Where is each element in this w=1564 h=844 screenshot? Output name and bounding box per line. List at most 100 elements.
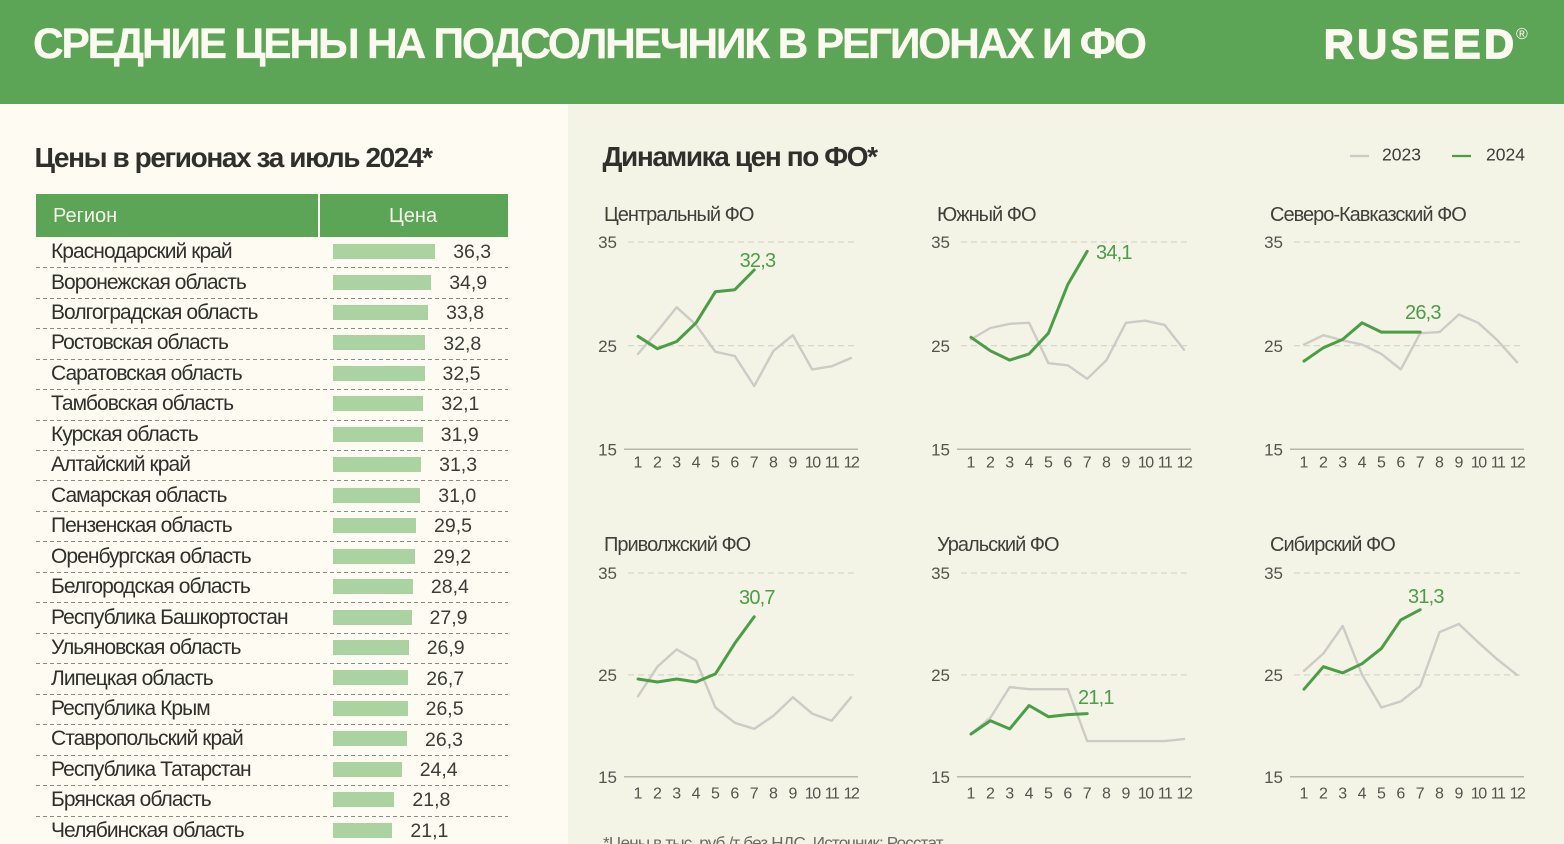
svg-text:12: 12 — [844, 455, 860, 472]
svg-text:15: 15 — [931, 440, 950, 459]
svg-text:6: 6 — [1063, 786, 1072, 803]
svg-text:34,1: 34,1 — [1096, 242, 1132, 264]
svg-text:1: 1 — [967, 455, 976, 472]
svg-text:35: 35 — [598, 233, 617, 252]
svg-text:Южный ФО: Южный ФО — [937, 204, 1036, 226]
svg-text:9: 9 — [1121, 455, 1130, 472]
svg-text:5: 5 — [1377, 455, 1386, 472]
svg-text:7: 7 — [1083, 455, 1092, 472]
svg-text:4: 4 — [1025, 455, 1034, 472]
svg-text:6: 6 — [730, 455, 739, 472]
svg-text:21,1: 21,1 — [1078, 687, 1114, 709]
svg-text:26,3: 26,3 — [1405, 302, 1441, 324]
svg-text:25: 25 — [1264, 337, 1283, 356]
svg-text:3: 3 — [672, 786, 681, 803]
svg-text:10: 10 — [1138, 455, 1154, 472]
svg-text:4: 4 — [1358, 786, 1367, 803]
svg-text:1: 1 — [967, 786, 976, 803]
svg-text:6: 6 — [730, 786, 739, 803]
svg-text:25: 25 — [598, 337, 617, 356]
svg-text:4: 4 — [1358, 455, 1367, 472]
svg-text:1: 1 — [634, 786, 643, 803]
svg-text:2: 2 — [1319, 786, 1328, 803]
svg-text:11: 11 — [1158, 786, 1173, 803]
svg-text:3: 3 — [1338, 786, 1347, 803]
svg-text:3: 3 — [672, 455, 681, 472]
svg-text:4: 4 — [692, 786, 701, 803]
svg-text:5: 5 — [711, 786, 720, 803]
svg-text:7: 7 — [1083, 786, 1092, 803]
svg-text:7: 7 — [1416, 786, 1425, 803]
svg-text:3: 3 — [1005, 786, 1014, 803]
svg-text:2: 2 — [653, 786, 662, 803]
svg-text:7: 7 — [1416, 455, 1425, 472]
svg-text:2023: 2023 — [1382, 144, 1421, 164]
svg-text:Сибирский ФО: Сибирский ФО — [1270, 534, 1395, 556]
svg-text:2: 2 — [986, 455, 995, 472]
svg-text:5: 5 — [1377, 786, 1386, 803]
svg-text:*Цены в тыс. руб./т без НДС. И: *Цены в тыс. руб./т без НДС. Источник: Р… — [603, 833, 944, 844]
svg-text:11: 11 — [1158, 455, 1173, 472]
svg-text:35: 35 — [931, 564, 950, 583]
svg-text:6: 6 — [1063, 455, 1072, 472]
svg-text:25: 25 — [598, 666, 617, 685]
svg-text:3: 3 — [1338, 455, 1347, 472]
svg-text:9: 9 — [1454, 786, 1463, 803]
svg-text:2: 2 — [1319, 455, 1328, 472]
svg-text:25: 25 — [1264, 666, 1283, 685]
svg-text:15: 15 — [1264, 768, 1283, 787]
svg-text:11: 11 — [1491, 786, 1506, 803]
svg-text:5: 5 — [711, 455, 720, 472]
svg-text:35: 35 — [1264, 564, 1283, 583]
svg-text:9: 9 — [1121, 786, 1130, 803]
svg-text:11: 11 — [1491, 455, 1506, 472]
svg-text:1: 1 — [1300, 455, 1309, 472]
svg-text:30,7: 30,7 — [739, 587, 775, 609]
svg-text:25: 25 — [931, 337, 950, 356]
svg-text:10: 10 — [805, 455, 821, 472]
svg-text:2: 2 — [986, 786, 995, 803]
svg-text:31,3: 31,3 — [1408, 586, 1444, 608]
svg-text:Уральский ФО: Уральский ФО — [937, 534, 1059, 556]
svg-text:8: 8 — [1435, 455, 1444, 472]
svg-text:12: 12 — [1510, 455, 1526, 472]
svg-text:11: 11 — [825, 786, 840, 803]
svg-text:10: 10 — [1471, 786, 1487, 803]
svg-text:15: 15 — [1264, 440, 1283, 459]
svg-text:10: 10 — [1471, 455, 1487, 472]
svg-text:12: 12 — [1510, 786, 1526, 803]
svg-text:15: 15 — [598, 440, 617, 459]
svg-text:6: 6 — [1396, 786, 1405, 803]
svg-text:9: 9 — [788, 786, 797, 803]
svg-text:11: 11 — [825, 455, 840, 472]
svg-text:9: 9 — [788, 455, 797, 472]
svg-text:12: 12 — [1177, 455, 1193, 472]
svg-text:7: 7 — [750, 455, 759, 472]
svg-text:8: 8 — [1102, 786, 1111, 803]
svg-text:35: 35 — [598, 564, 617, 583]
svg-text:15: 15 — [931, 768, 950, 787]
svg-text:1: 1 — [634, 455, 643, 472]
svg-text:Центральный ФО: Центральный ФО — [604, 204, 754, 226]
svg-text:3: 3 — [1005, 455, 1014, 472]
svg-text:8: 8 — [769, 786, 778, 803]
svg-text:12: 12 — [844, 786, 860, 803]
svg-text:1: 1 — [1300, 786, 1309, 803]
svg-text:35: 35 — [1264, 233, 1283, 252]
svg-text:8: 8 — [769, 455, 778, 472]
svg-text:2: 2 — [653, 455, 662, 472]
svg-text:32,3: 32,3 — [740, 250, 776, 272]
svg-text:10: 10 — [1138, 786, 1154, 803]
svg-text:4: 4 — [692, 455, 701, 472]
svg-text:5: 5 — [1044, 786, 1053, 803]
svg-text:25: 25 — [931, 666, 950, 685]
svg-text:Приволжский ФО: Приволжский ФО — [604, 534, 751, 556]
svg-text:6: 6 — [1396, 455, 1405, 472]
svg-text:35: 35 — [931, 233, 950, 252]
svg-text:10: 10 — [805, 786, 821, 803]
svg-text:9: 9 — [1454, 455, 1463, 472]
svg-text:7: 7 — [750, 786, 759, 803]
svg-text:12: 12 — [1177, 786, 1193, 803]
svg-text:4: 4 — [1025, 786, 1034, 803]
svg-text:8: 8 — [1102, 455, 1111, 472]
